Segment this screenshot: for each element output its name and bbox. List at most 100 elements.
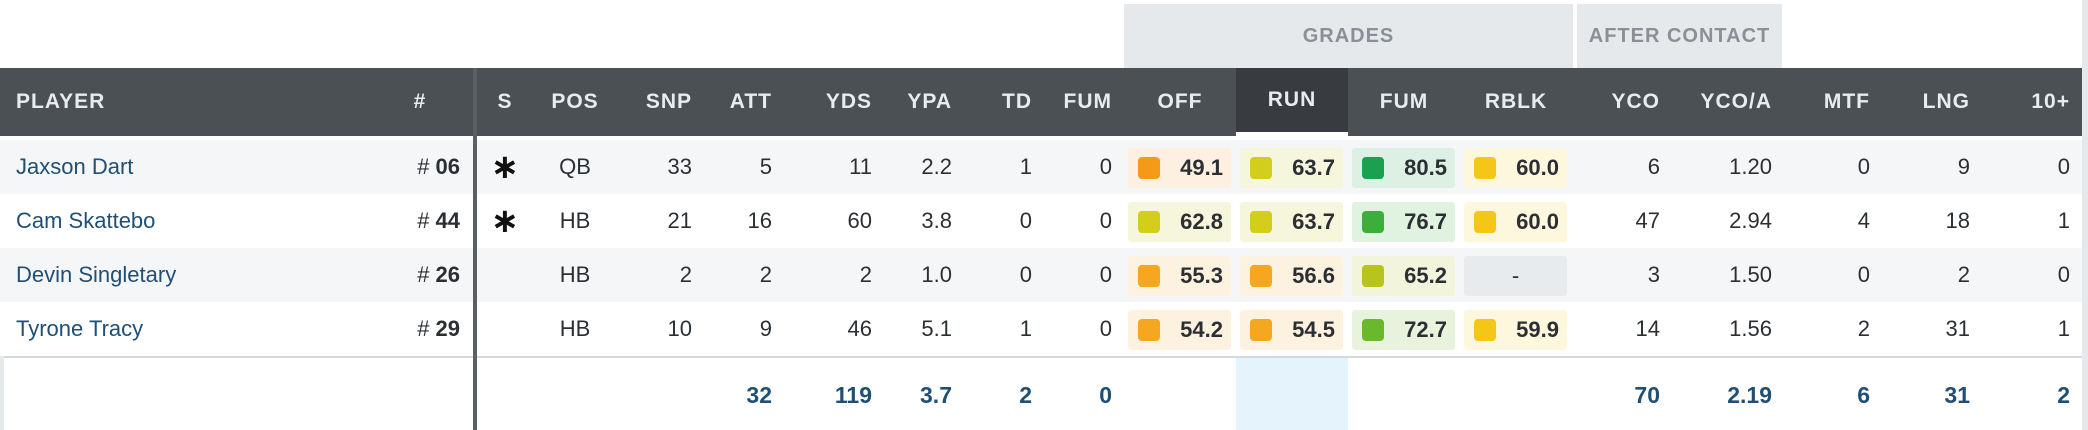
position-cell: HB xyxy=(559,316,591,341)
header-mtf[interactable]: MTF xyxy=(1823,90,1870,113)
fum-grade-grade-badge: 65.2 xyxy=(1352,256,1455,296)
player-name-link[interactable]: Jaxson Dart xyxy=(16,154,134,179)
total-mtf: 6 xyxy=(1857,381,1870,408)
header-ypa[interactable]: YPA xyxy=(907,90,952,113)
header-starter[interactable]: S xyxy=(497,90,513,113)
grade-value: - xyxy=(1511,263,1520,288)
player-name-link[interactable]: Tyrone Tracy xyxy=(16,316,144,341)
ypa-cell: 1.0 xyxy=(921,262,952,287)
position-cell: HB xyxy=(559,262,591,287)
grade-color-swatch-icon xyxy=(1138,319,1160,341)
header-yco[interactable]: YCO xyxy=(1611,90,1660,113)
ten-plus-cell: 0 xyxy=(2057,262,2070,287)
starter-asterisk-icon: ∗ xyxy=(490,148,520,186)
table-row[interactable]: Tyrone Tracy #29 HB 10 9 46 5.1 1 0 14 1.56 2 31 1 54.… xyxy=(0,302,2088,356)
mtf-cell: 2 xyxy=(1857,316,1870,341)
att-cell: 16 xyxy=(747,208,772,233)
grade-color-swatch-icon xyxy=(1474,157,1496,179)
rblk-grade-badge: 60.0 xyxy=(1464,202,1567,242)
total-yco-a: 2.19 xyxy=(1727,381,1772,408)
ypa-cell: 3.8 xyxy=(921,208,952,233)
grade-color-swatch-icon xyxy=(1362,157,1384,179)
header-run-sorted[interactable]: RUN xyxy=(1236,68,1348,136)
grade-color-swatch-icon xyxy=(1362,319,1384,341)
grade-value: 49.1 xyxy=(1180,155,1223,180)
off-grade-badge: 49.1 xyxy=(1128,148,1231,188)
header-snp[interactable]: SNP xyxy=(645,90,692,113)
total-lng: 31 xyxy=(1944,381,1970,408)
header-fum[interactable]: FUM xyxy=(1063,90,1112,113)
total-ten-plus: 2 xyxy=(2057,381,2070,408)
header-yco-a[interactable]: YCO/A xyxy=(1700,90,1772,113)
grade-color-swatch-icon xyxy=(1250,157,1272,179)
jersey-number: #26 xyxy=(360,248,460,302)
grades-group-header: GRADES xyxy=(1124,4,1573,68)
fum-cell: 0 xyxy=(1099,316,1112,341)
grade-color-swatch-icon xyxy=(1250,265,1272,287)
grade-value: 59.9 xyxy=(1516,317,1559,342)
ypa-cell: 5.1 xyxy=(921,316,952,341)
yds-cell: 2 xyxy=(859,262,872,287)
grade-value: 65.2 xyxy=(1404,263,1447,288)
grade-color-swatch-icon xyxy=(1474,319,1496,341)
horizontal-scroll-edge[interactable] xyxy=(2082,0,2088,430)
grade-color-swatch-icon xyxy=(1362,211,1384,233)
table-row[interactable]: Devin Singletary #26 HB 2 2 2 1.0 0 0 3 1.50 0 2 0 55.… xyxy=(0,248,2088,302)
jersey-prefix: # xyxy=(417,154,430,179)
yco-a-cell: 1.56 xyxy=(1729,316,1772,341)
player-name-link[interactable]: Devin Singletary xyxy=(16,262,177,287)
header-rblk[interactable]: RBLK xyxy=(1484,90,1548,113)
grade-color-swatch-icon xyxy=(1138,157,1160,179)
snp-cell: 33 xyxy=(667,154,692,179)
td-cell: 1 xyxy=(1019,154,1032,179)
grade-value: 60.0 xyxy=(1516,209,1559,234)
run-grade-badge: 63.7 xyxy=(1240,148,1343,188)
table-row[interactable]: Cam Skattebo #44 ∗ HB 21 16 60 3.8 0 0 47 2.94 4 18 1 6… xyxy=(0,194,2088,248)
run-grade-badge: 56.6 xyxy=(1240,256,1343,296)
total-att: 32 xyxy=(746,381,772,408)
yds-cell: 11 xyxy=(849,154,872,179)
totals-row: 32 119 3.7 2 0 70 2.19 6 31 2 xyxy=(0,356,2088,430)
header-ten-plus[interactable]: 10+ xyxy=(2031,90,2070,113)
grade-color-swatch-icon xyxy=(1250,211,1272,233)
header-off[interactable]: OFF xyxy=(1157,90,1203,113)
starter-asterisk-icon xyxy=(490,248,520,302)
mtf-cell: 4 xyxy=(1857,208,1870,233)
header-pos[interactable]: POS xyxy=(551,90,599,113)
grade-color-swatch-icon xyxy=(1250,319,1272,341)
att-cell: 2 xyxy=(759,262,772,287)
snp-cell: 21 xyxy=(667,208,692,233)
fum-cell: 0 xyxy=(1099,262,1112,287)
header-att[interactable]: ATT xyxy=(729,90,772,113)
header-jersey[interactable]: # xyxy=(413,90,427,113)
grade-color-swatch-icon xyxy=(1362,265,1384,287)
jersey-number: #44 xyxy=(360,194,460,248)
rblk-grade-badge: - xyxy=(1464,256,1567,296)
player-name-link[interactable]: Cam Skattebo xyxy=(16,208,156,233)
position-cell: QB xyxy=(559,154,591,179)
ten-plus-cell: 1 xyxy=(2057,316,2070,341)
header-fum-grade[interactable]: FUM xyxy=(1379,90,1429,113)
att-cell: 5 xyxy=(759,154,772,179)
yco-cell: 6 xyxy=(1647,154,1660,179)
left-edge-bar xyxy=(0,356,4,430)
starter-asterisk-icon: ∗ xyxy=(490,202,520,240)
rblk-grade-badge: 59.9 xyxy=(1464,310,1567,350)
table-row[interactable]: Jaxson Dart #06 ∗ QB 33 5 11 2.2 1 0 6 1.20 0 9 0 49.1 6… xyxy=(0,140,2088,194)
td-cell: 0 xyxy=(1019,262,1032,287)
fum-cell: 0 xyxy=(1099,208,1112,233)
fum-cell: 0 xyxy=(1099,154,1112,179)
lng-cell: 2 xyxy=(1957,262,1970,287)
yco-cell: 47 xyxy=(1635,208,1660,233)
yds-cell: 60 xyxy=(847,208,872,233)
grade-value: 80.5 xyxy=(1404,155,1447,180)
header-player[interactable]: PLAYER xyxy=(16,90,106,113)
header-td[interactable]: TD xyxy=(1002,90,1032,113)
fum-grade-grade-badge: 76.7 xyxy=(1352,202,1455,242)
header-lng[interactable]: LNG xyxy=(1922,90,1970,113)
off-grade-badge: 55.3 xyxy=(1128,256,1231,296)
header-yds[interactable]: YDS xyxy=(825,90,872,113)
position-cell: HB xyxy=(559,208,591,233)
yco-cell: 14 xyxy=(1635,316,1660,341)
lng-cell: 9 xyxy=(1957,154,1970,179)
